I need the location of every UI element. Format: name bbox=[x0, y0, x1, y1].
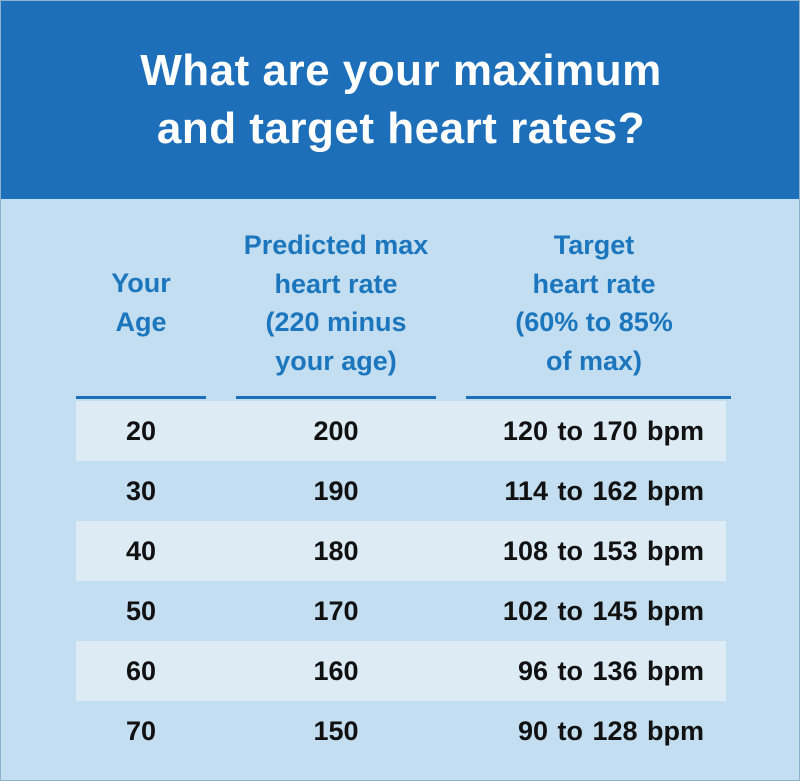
age-cell: 50 bbox=[125, 596, 157, 626]
column-heading-line: (220 minus bbox=[265, 307, 407, 337]
age-cell: 70 bbox=[125, 716, 157, 746]
column-heading-target-heart-rate: Target heart rate (60% to 85% of max) bbox=[469, 226, 719, 380]
target-heart-rate-cell: 102 to 145 bpm bbox=[502, 596, 704, 626]
max-heart-rate-cell: 200 bbox=[313, 416, 359, 446]
title-line-2: and target heart rates? bbox=[156, 104, 646, 153]
target-heart-rate-cell: 96 to 136 bpm bbox=[517, 656, 704, 686]
column-heading-line: your age) bbox=[275, 345, 397, 376]
column-heading-line: Target bbox=[553, 230, 635, 260]
column-heading-max-heart-rate: Predicted max heart rate (220 minus your… bbox=[211, 226, 461, 380]
age-cell: 20 bbox=[125, 416, 157, 446]
table-row: 40 180 108 to 153 bpm bbox=[76, 521, 726, 581]
column-heading-line: heart rate bbox=[532, 268, 656, 299]
max-heart-rate-cell: 190 bbox=[313, 476, 359, 506]
column-heading-line: heart rate bbox=[274, 268, 398, 299]
table-row: 50 170 102 to 145 bpm bbox=[76, 581, 726, 641]
column-heading-line: (60% to 85% bbox=[515, 307, 673, 337]
target-heart-rate-cell: 114 to 162 bpm bbox=[504, 476, 704, 506]
title-banner: What are your maximum and target heart r… bbox=[1, 1, 799, 199]
column-heading-line: Your bbox=[111, 268, 171, 298]
target-heart-rate-cell: 120 to 170 bpm bbox=[502, 416, 704, 446]
table-row: 60 160 96 to 136 bpm bbox=[76, 641, 726, 701]
age-cell: 30 bbox=[125, 476, 157, 506]
age-cell: 40 bbox=[125, 536, 157, 566]
age-cell: 60 bbox=[125, 656, 157, 686]
title-line-1: What are your maximum bbox=[140, 46, 662, 95]
target-heart-rate-cell: 108 to 153 bpm bbox=[502, 536, 704, 566]
column-heading-line: Age bbox=[115, 306, 167, 337]
table-row: 70 150 90 to 128 bpm bbox=[76, 701, 726, 761]
column-heading-line: Predicted max bbox=[243, 230, 429, 260]
column-divider-target bbox=[466, 396, 731, 399]
max-heart-rate-cell: 180 bbox=[313, 536, 359, 566]
max-heart-rate-cell: 160 bbox=[313, 656, 359, 686]
table-row: 20 200 120 to 170 bpm bbox=[76, 401, 726, 461]
column-heading-age: Your Age bbox=[76, 264, 206, 341]
max-heart-rate-cell: 170 bbox=[313, 596, 359, 626]
target-heart-rate-cell: 90 to 128 bpm bbox=[517, 716, 704, 746]
column-heading-line: of max) bbox=[545, 345, 643, 376]
max-heart-rate-cell: 150 bbox=[313, 716, 359, 746]
column-divider-max bbox=[236, 396, 436, 399]
table-row: 30 190 114 to 162 bpm bbox=[76, 461, 726, 521]
column-divider-age bbox=[76, 396, 206, 399]
